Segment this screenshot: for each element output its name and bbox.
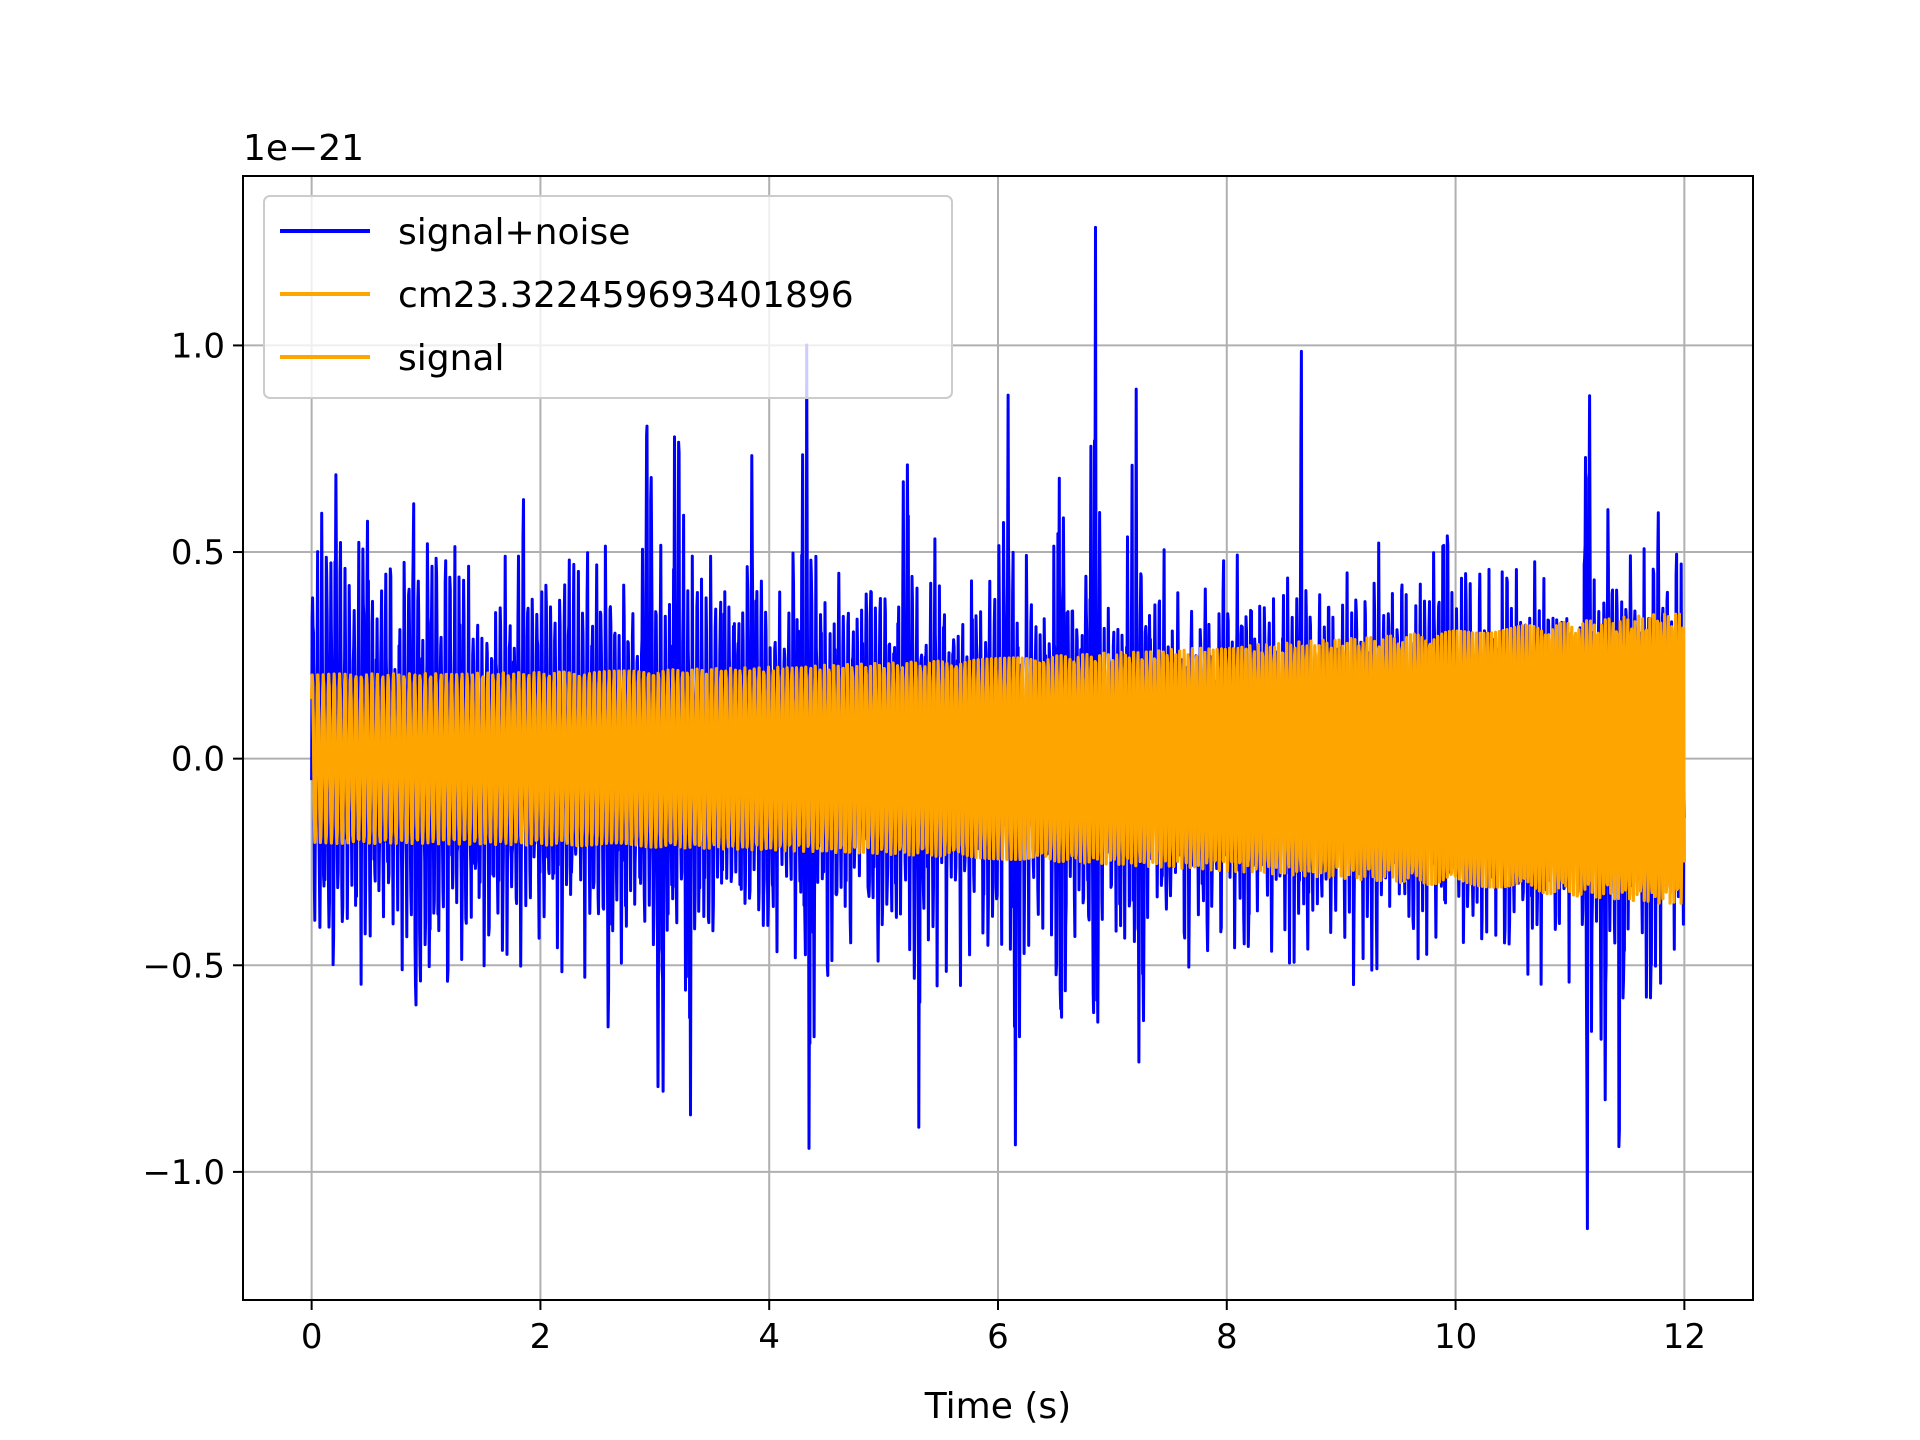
series-layer <box>310 225 1686 1231</box>
x-tick-label: 12 <box>1663 1317 1706 1357</box>
x-axis: 0 2 4 6 8 10 12 <box>301 1300 1706 1357</box>
x-tick-label: 0 <box>301 1317 323 1357</box>
x-tick-label: 8 <box>1216 1317 1238 1357</box>
legend-box <box>263 195 953 399</box>
x-tick-label: 2 <box>530 1317 552 1357</box>
legend: signal+noise cm23.322459693401896 signal <box>263 195 953 399</box>
x-tick-label: 6 <box>987 1317 1009 1357</box>
x-tick-label: 4 <box>758 1317 780 1357</box>
y-tick-label: 0.0 <box>171 740 225 780</box>
y-axis: −1.0 −0.5 0.0 0.5 1.0 <box>142 326 243 1193</box>
y-tick-label: 1.0 <box>171 326 225 366</box>
x-tick-label: 10 <box>1434 1317 1477 1357</box>
y-tick-label: −1.0 <box>142 1153 225 1193</box>
series-line <box>310 612 1686 905</box>
legend-label: signal <box>398 338 505 379</box>
y-tick-label: 0.5 <box>171 533 225 573</box>
x-axis-label: Time (s) <box>924 1386 1071 1427</box>
legend-label: cm23.322459693401896 <box>398 275 854 316</box>
y-offset-label: 1e−21 <box>243 128 364 169</box>
y-tick-label: −0.5 <box>142 946 225 986</box>
legend-label: signal+noise <box>398 212 630 253</box>
